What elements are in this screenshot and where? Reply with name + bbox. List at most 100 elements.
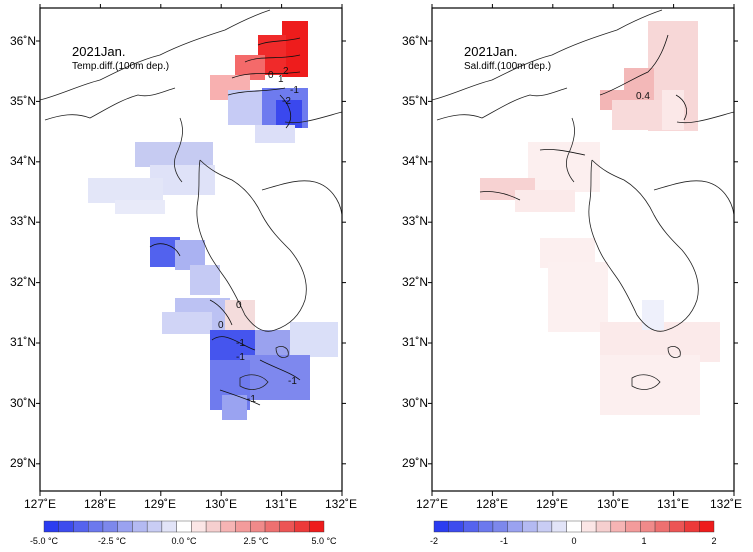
lon-label: 132˚E	[710, 497, 742, 511]
colorbar-cell	[58, 520, 74, 533]
sal-panel: 2021Jan. Sal.diff.(100m dep.) 0.4 -2 -1 …	[428, 4, 738, 546]
colorbar-label: -2.5 °C	[98, 536, 127, 546]
temp-contour-labels: 2 1 0 -1 -2 0 0 -1 -1 -1 -1	[218, 66, 299, 405]
colorbar-cell	[448, 520, 464, 533]
colorbar-cell	[699, 520, 715, 533]
colorbar-cell	[595, 520, 612, 533]
lat-label: 35˚N	[402, 94, 428, 108]
lat-label: 31˚N	[402, 335, 428, 349]
colorbar-cell	[264, 520, 280, 533]
temp-coastlines	[40, 9, 342, 390]
temp-colorbar	[43, 520, 325, 533]
sal-colorbar	[433, 520, 715, 533]
sal-lon-labels: 127˚E 128˚E 129˚E 130˚E 131˚E 132˚E	[416, 497, 742, 511]
colorbar-cell	[684, 520, 700, 533]
colorbar-label: 5.0 °C	[311, 536, 337, 546]
colorbar-label: 2	[711, 536, 716, 546]
colorbar-cell	[507, 520, 523, 533]
colorbar-cell	[205, 520, 222, 533]
colorbar-cell	[669, 520, 685, 533]
sal-panel-subtitle: Sal.diff.(100m dep.)	[464, 61, 551, 72]
sal-ticks	[428, 4, 738, 496]
colorbar-cell	[220, 520, 236, 533]
sal-axes-frame	[431, 7, 735, 492]
colorbar-label: -5.0 °C	[30, 536, 59, 546]
colorbar-cell	[522, 520, 538, 533]
colorbar-cell	[294, 520, 310, 533]
colorbar-cell	[581, 520, 597, 533]
lat-label: 29˚N	[10, 456, 36, 470]
colorbar-cell	[191, 520, 207, 533]
sal-coastlines	[432, 9, 734, 390]
temp-contours	[149, 37, 301, 406]
lon-label: 129˚E	[536, 497, 568, 511]
contour-label: -1	[236, 352, 245, 363]
sal-field	[480, 21, 720, 415]
sal-colorbar-labels: -2 -1 0 1 2	[430, 536, 717, 546]
lon-label: 128˚E	[476, 497, 508, 511]
sal-panel-title: 2021Jan.	[464, 44, 518, 59]
lat-label: 33˚N	[10, 214, 36, 228]
lat-label: 36˚N	[402, 34, 428, 48]
lon-label: 127˚E	[24, 497, 56, 511]
contour-label: -1	[236, 338, 245, 349]
colorbar-cell	[566, 520, 582, 533]
colorbar-label: 1	[641, 536, 646, 546]
colorbar-cell	[654, 520, 670, 533]
contour-label: -1	[290, 85, 299, 96]
colorbar-cell	[73, 520, 89, 533]
contour-label: 1	[278, 74, 284, 85]
lat-label: 30˚N	[10, 396, 36, 410]
temp-panel: 2021Jan. Temp.diff.(100m dep.) 2 1 0 -1 …	[30, 4, 346, 546]
temp-lat-labels: 36˚N 35˚N 34˚N 33˚N 32˚N 31˚N 30˚N 29˚N	[10, 34, 36, 470]
colorbar-cell	[309, 520, 325, 533]
contour-label: 0.4	[636, 91, 650, 102]
contour-label: 0	[268, 70, 274, 81]
colorbar-label: 0.0 °C	[171, 536, 197, 546]
colorbar-cell	[279, 520, 295, 533]
lon-label: 131˚E	[265, 497, 297, 511]
lat-label: 34˚N	[10, 154, 36, 168]
lat-label: 35˚N	[10, 94, 36, 108]
contour-label: -1	[288, 376, 297, 387]
colorbar-cell	[492, 520, 508, 533]
temp-axes-frame	[39, 7, 343, 492]
colorbar-cell	[640, 520, 656, 533]
lat-label: 32˚N	[10, 275, 36, 289]
colorbar-cell	[88, 520, 104, 533]
colorbar-cell	[625, 520, 641, 533]
lat-label: 34˚N	[402, 154, 428, 168]
lat-label: 31˚N	[10, 335, 36, 349]
lon-label: 127˚E	[416, 497, 448, 511]
sal-contours	[479, 34, 687, 201]
lon-label: 128˚E	[84, 497, 116, 511]
lon-label: 130˚E	[205, 497, 237, 511]
sal-lat-labels: 36˚N 35˚N 34˚N 33˚N 32˚N 31˚N 30˚N 29˚N	[402, 34, 428, 470]
lon-label: 132˚E	[325, 497, 357, 511]
colorbar-cell	[102, 520, 118, 533]
colorbar-cell	[250, 520, 266, 533]
lon-label: 130˚E	[597, 497, 629, 511]
colorbar-cell	[235, 520, 251, 533]
lat-label: 29˚N	[402, 456, 428, 470]
colorbar-cell	[536, 520, 553, 533]
lon-label: 131˚E	[657, 497, 689, 511]
contour-label: -1	[247, 394, 256, 405]
temp-panel-title: 2021Jan.	[72, 44, 126, 59]
colorbar-cell	[176, 520, 192, 533]
colorbar-cell	[551, 520, 567, 533]
colorbar-label: 0	[571, 536, 576, 546]
lat-label: 30˚N	[402, 396, 428, 410]
colorbar-cell	[433, 520, 449, 533]
contour-label: 0	[236, 300, 242, 311]
colorbar-cell	[478, 520, 494, 533]
lat-label: 33˚N	[402, 214, 428, 228]
colorbar-cell	[146, 520, 163, 533]
contour-label: 2	[283, 66, 289, 77]
colorbar-cell	[117, 520, 133, 533]
temp-lon-labels: 127˚E 128˚E 129˚E 130˚E 131˚E 132˚E	[24, 497, 357, 511]
lon-label: 129˚E	[144, 497, 176, 511]
temp-ticks	[36, 4, 346, 496]
temp-colorbar-labels: -5.0 °C -2.5 °C 0.0 °C 2.5 °C 5.0 °C	[30, 536, 337, 546]
